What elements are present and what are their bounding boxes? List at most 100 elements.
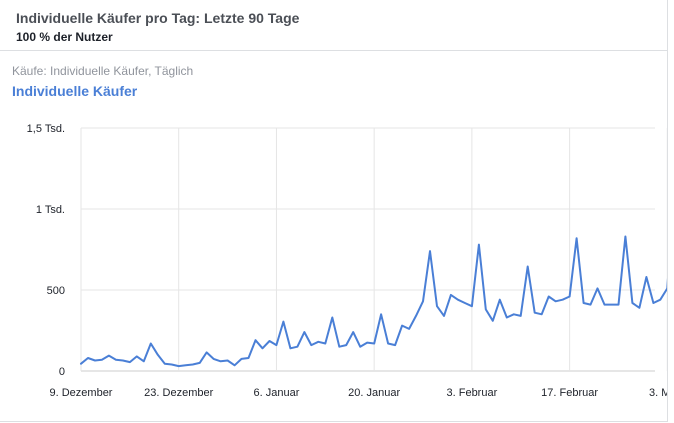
data-point <box>450 294 452 296</box>
data-point <box>624 236 626 238</box>
data-point <box>415 315 417 317</box>
data-point <box>401 325 403 327</box>
x-tick-label: 6. Januar <box>254 387 300 399</box>
series-line-individuelle-kaeufer <box>80 235 667 368</box>
x-tick-label: 17. Februar <box>541 387 598 399</box>
data-point <box>296 346 298 348</box>
data-point <box>331 317 333 319</box>
data-point <box>645 276 647 278</box>
data-point <box>164 363 166 365</box>
x-tick-label: 20. Januar <box>348 387 400 399</box>
data-point <box>324 342 326 344</box>
data-point <box>485 308 487 310</box>
data-point <box>520 315 522 317</box>
x-tick-label: 23. Dezember <box>144 387 213 399</box>
data-point <box>317 341 319 343</box>
card-title: Individuelle Käufer pro Tag: Letzte 90 T… <box>16 10 300 26</box>
data-point <box>234 364 236 366</box>
data-point <box>255 339 257 341</box>
data-point <box>499 299 501 301</box>
data-point <box>289 347 291 349</box>
data-point <box>129 361 131 363</box>
data-point <box>527 266 529 268</box>
data-point <box>429 250 431 252</box>
data-point <box>136 355 138 357</box>
data-point <box>380 313 382 315</box>
data-point <box>464 302 466 304</box>
series-title: Individuelle Käufer <box>12 83 138 99</box>
data-point <box>94 359 96 361</box>
data-point <box>617 304 619 306</box>
data-point <box>652 302 654 304</box>
y-axis-ticks: 0 500 1 Tsd. 1,5 Tsd. <box>27 123 65 378</box>
data-point <box>555 300 557 302</box>
data-point <box>422 300 424 302</box>
data-point <box>227 359 229 361</box>
data-point <box>115 359 117 361</box>
data-point <box>345 344 347 346</box>
data-point <box>122 359 124 361</box>
data-point <box>213 358 215 360</box>
data-point <box>576 237 578 239</box>
data-point <box>541 313 543 315</box>
data-point <box>562 299 564 301</box>
data-point <box>248 357 250 359</box>
data-point <box>457 299 459 301</box>
data-point <box>638 307 640 309</box>
data-point <box>206 351 208 353</box>
card-header: Individuelle Käufer pro Tag: Letzte 90 T… <box>0 0 667 51</box>
data-point <box>408 328 410 330</box>
data-point <box>394 344 396 346</box>
data-point <box>261 347 263 349</box>
data-point <box>241 358 243 360</box>
data-point <box>101 359 103 361</box>
data-point <box>597 287 599 289</box>
card-subtitle: 100 % der Nutzer <box>16 30 113 44</box>
data-point <box>338 346 340 348</box>
data-point <box>157 354 159 356</box>
x-tick-label: 3. Februar <box>447 387 498 399</box>
data-point <box>436 305 438 307</box>
data-point <box>282 321 284 323</box>
data-point <box>373 342 375 344</box>
x-axis-ticks: 9. Dezember 23. Dezember 6. Januar 20. Janu… <box>50 387 667 399</box>
y-tick-label: 0 <box>59 366 65 378</box>
data-point <box>659 299 661 301</box>
data-point <box>443 315 445 317</box>
data-point <box>303 331 305 333</box>
data-point <box>178 365 180 367</box>
chart-grid <box>80 127 667 372</box>
data-point <box>275 344 277 346</box>
data-point <box>478 244 480 246</box>
data-point <box>610 304 612 306</box>
data-point <box>387 342 389 344</box>
data-point <box>604 304 606 306</box>
data-point <box>87 357 89 359</box>
data-point <box>268 340 270 342</box>
data-point <box>143 360 145 362</box>
data-point <box>185 364 187 366</box>
data-point <box>352 331 354 333</box>
y-tick-label: 1,5 Tsd. <box>27 123 65 135</box>
data-point <box>171 364 173 366</box>
data-point <box>108 355 110 357</box>
series-layer <box>80 235 667 368</box>
x-tick-label: 3. März <box>649 387 667 399</box>
data-point <box>506 317 508 319</box>
data-point <box>534 312 536 314</box>
data-point <box>199 362 201 364</box>
data-point <box>590 304 592 306</box>
data-point <box>548 295 550 297</box>
data-point <box>80 363 82 365</box>
data-point <box>513 313 515 315</box>
data-point <box>359 346 361 348</box>
y-tick-label: 500 <box>47 285 65 297</box>
data-point <box>150 342 152 344</box>
data-point <box>192 364 194 366</box>
data-point <box>492 320 494 322</box>
data-point <box>220 360 222 362</box>
y-tick-label: 1 Tsd. <box>36 204 65 216</box>
data-point <box>471 305 473 307</box>
